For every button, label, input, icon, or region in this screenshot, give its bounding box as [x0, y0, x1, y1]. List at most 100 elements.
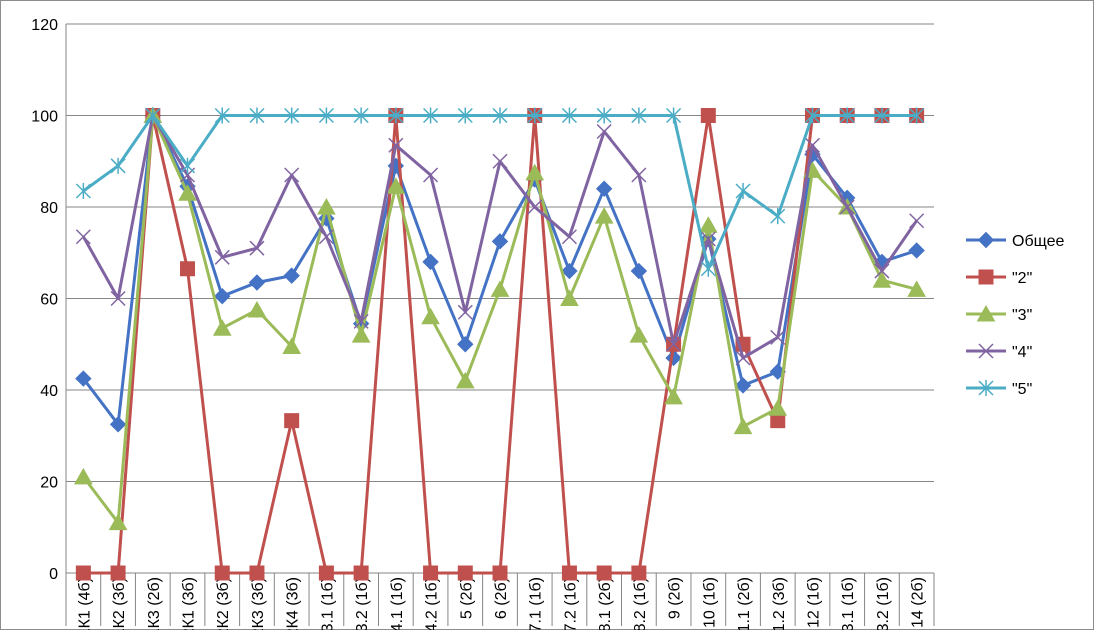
- data-point: [283, 267, 300, 284]
- data-point: [75, 182, 91, 199]
- x-tick-label: 10 (1б): [701, 577, 718, 628]
- marker-stroke: [909, 213, 925, 229]
- data-point: [631, 107, 647, 124]
- data-point: [561, 107, 577, 124]
- data-point: [214, 288, 231, 305]
- data-point: [457, 565, 473, 581]
- data-point: [770, 329, 786, 345]
- data-point: [214, 107, 230, 124]
- legend-label: Общее: [1012, 233, 1064, 250]
- data-point: [284, 413, 300, 429]
- legend-item: "3": [966, 304, 1032, 324]
- legend-swatch-marker: [978, 269, 994, 285]
- marker-stroke: [284, 167, 300, 183]
- data-point: [109, 416, 127, 433]
- x-tick-label: 11.1 (2б): [736, 577, 753, 630]
- data-point: [631, 167, 647, 183]
- data-point: [527, 107, 543, 124]
- marker-stroke: [457, 304, 473, 320]
- data-point: [247, 300, 267, 318]
- data-point: [318, 229, 334, 245]
- legend-swatch-marker: [976, 304, 996, 322]
- y-tick-label: 20: [40, 475, 58, 492]
- data-point: [249, 107, 265, 124]
- data-point: [768, 399, 788, 416]
- x-tick-label: 4.1 (1б): [389, 577, 406, 630]
- data-point: [388, 137, 404, 153]
- y-tick-label: 0: [49, 566, 58, 583]
- marker-stroke: [596, 123, 612, 140]
- data-point: [700, 108, 716, 123]
- marker-stroke: [804, 137, 821, 153]
- legend-swatch-marker: [978, 343, 994, 359]
- x-tick-label: 1К3 (2б): [146, 577, 163, 630]
- series-1: [75, 108, 925, 581]
- data-point: [527, 199, 543, 215]
- data-point: [282, 337, 302, 355]
- data-point: [178, 184, 197, 201]
- x-tick-label: 14 (2б): [910, 577, 927, 628]
- data-point: [249, 565, 265, 581]
- data-point: [561, 565, 577, 581]
- x-tick-label: 7.1 (1б): [528, 577, 545, 630]
- data-point: [249, 240, 265, 256]
- data-point: [735, 350, 751, 366]
- series-4: [75, 107, 925, 277]
- legend-item: "2": [966, 269, 1032, 287]
- legend-item: "4": [966, 343, 1032, 361]
- data-point: [908, 242, 925, 259]
- data-point: [75, 370, 92, 387]
- data-point: [110, 290, 126, 307]
- marker-stroke: [249, 240, 265, 256]
- series-layer: [74, 106, 926, 581]
- x-tick-label: 1К2 (3б): [111, 577, 128, 630]
- data-point: [423, 167, 439, 183]
- axis-layer: 0 20 40 60 80 100 120 1К1 (4б) 1К2 (3б) 1К3 (2б) 2…: [31, 17, 935, 630]
- x-tick-label: 9 (2б): [667, 577, 684, 619]
- data-point: [318, 107, 334, 124]
- x-tick-label: 8.2 (1б): [632, 577, 649, 630]
- data-point: [733, 417, 753, 435]
- marker-stroke: [735, 350, 751, 366]
- data-point: [214, 565, 230, 581]
- data-point: [907, 280, 926, 297]
- x-tick-label: 3.2 (1б): [354, 577, 371, 630]
- data-point: [492, 107, 508, 124]
- data-point: [422, 253, 439, 271]
- data-point: [423, 107, 439, 124]
- x-tick-label: 13.2 (1б): [875, 577, 892, 630]
- marker-stroke: [492, 153, 508, 169]
- legend-label: "3": [1012, 307, 1032, 324]
- x-tick-label: 2К3 (3б): [250, 577, 267, 630]
- marker-stroke: [388, 137, 404, 153]
- marker-stroke: [770, 329, 786, 345]
- data-point: [386, 177, 406, 194]
- marker-stroke: [75, 229, 91, 245]
- marker-stroke: [839, 199, 855, 215]
- legend-swatch-marker: [978, 380, 994, 396]
- data-point: [666, 336, 682, 352]
- data-point: [353, 313, 369, 329]
- data-point: [214, 249, 230, 265]
- marker-stroke: [214, 249, 230, 265]
- legend-item: "5": [966, 380, 1032, 398]
- data-point: [874, 107, 890, 124]
- data-point: [909, 213, 925, 229]
- data-point: [596, 107, 612, 124]
- marker-stroke: [666, 336, 682, 352]
- grid-layer: [66, 23, 934, 574]
- data-point: [492, 153, 508, 169]
- series-line: [83, 114, 917, 575]
- data-point: [353, 565, 369, 581]
- marker-stroke: [561, 229, 577, 245]
- marker-stroke: [110, 290, 126, 307]
- data-point: [734, 377, 752, 394]
- data-point: [561, 262, 578, 280]
- data-point: [179, 157, 196, 174]
- data-point: [108, 513, 128, 531]
- data-point: [110, 565, 126, 581]
- y-tick-label: 60: [40, 292, 58, 309]
- data-point: [909, 107, 925, 124]
